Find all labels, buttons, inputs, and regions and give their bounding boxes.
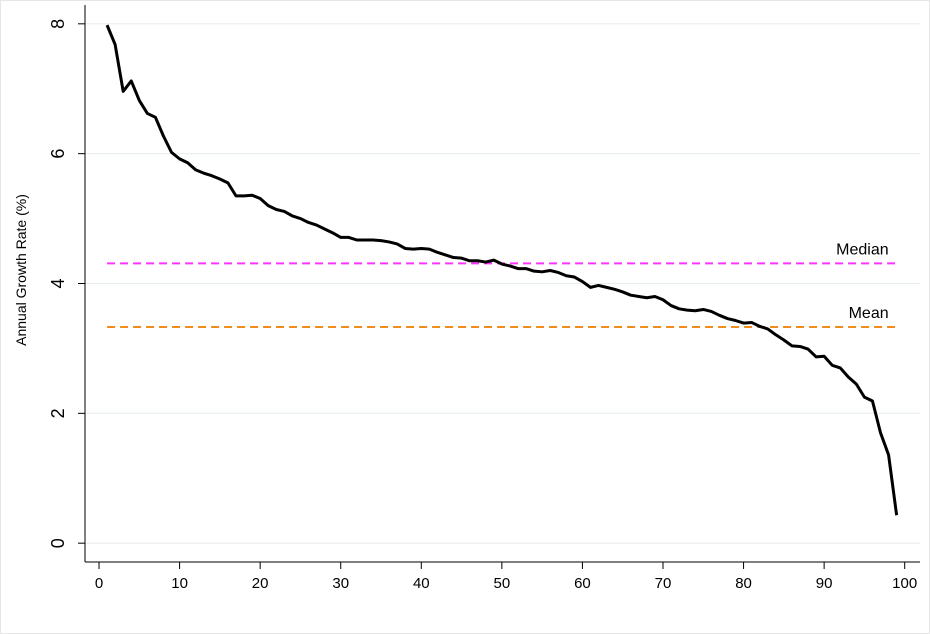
x-tick-label: 50 xyxy=(494,575,511,592)
y-tick-label: 8 xyxy=(48,19,68,29)
x-tick-label: 90 xyxy=(816,575,833,592)
x-tick-label: 100 xyxy=(892,575,917,592)
y-tick-label: 6 xyxy=(48,149,68,159)
y-axis-title: Annual Growth Rate (%) xyxy=(13,194,29,346)
y-tick-label: 2 xyxy=(48,408,68,418)
y-tick-label: 4 xyxy=(48,278,68,288)
x-tick-label: 30 xyxy=(332,575,349,592)
reference-label: Mean xyxy=(849,305,889,322)
data-line xyxy=(105,24,899,516)
reference-label: Median xyxy=(836,241,888,258)
x-tick-label: 10 xyxy=(171,575,188,592)
x-tick-label: 60 xyxy=(574,575,591,592)
x-tick-label: 40 xyxy=(413,575,430,592)
x-tick-label: 20 xyxy=(252,575,269,592)
x-tick-label: 80 xyxy=(735,575,752,592)
y-tick-label: 0 xyxy=(48,538,68,548)
x-tick-label: 70 xyxy=(655,575,672,592)
x-tick-label: 0 xyxy=(95,575,103,592)
